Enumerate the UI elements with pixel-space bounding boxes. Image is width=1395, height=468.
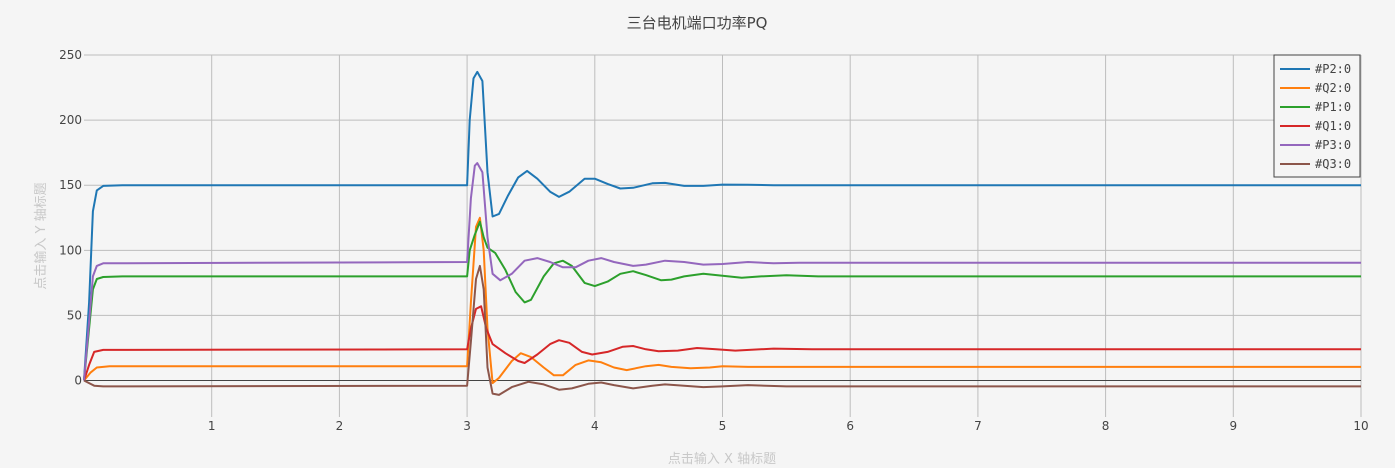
- y-tick-label: 100: [59, 243, 82, 257]
- x-tick-label: 6: [846, 419, 854, 433]
- x-tick-label: 5: [719, 419, 727, 433]
- x-tick-label: 4: [591, 419, 599, 433]
- series-group: [83, 70, 1361, 396]
- y-tick-label: 150: [59, 178, 82, 192]
- y-tick-label: 50: [67, 308, 82, 322]
- series-line-0[interactable]: [83, 70, 1361, 381]
- x-tick-label: 10: [1353, 419, 1368, 433]
- series-line-1[interactable]: [83, 216, 1361, 385]
- x-tick-label: 2: [336, 419, 344, 433]
- x-tick-label: 1: [208, 419, 216, 433]
- chart-title: 三台电机端口功率PQ: [627, 14, 768, 32]
- y-tick-labels: 0 50 100 150 200 250: [59, 48, 82, 388]
- legend-item-label[interactable]: #P2:0: [1315, 62, 1351, 76]
- legend-item-label[interactable]: #Q1:0: [1315, 119, 1351, 133]
- legend-item-label[interactable]: #P1:0: [1315, 100, 1351, 114]
- series-line-5[interactable]: [83, 264, 1361, 396]
- y-tick-label: 200: [59, 113, 82, 127]
- series-line-2[interactable]: [83, 220, 1361, 381]
- y-tick-label: 0: [74, 374, 82, 388]
- y-tick-label: 250: [59, 48, 82, 62]
- x-tick-labels: 1 2 3 4 5 6 7 8 9 10: [208, 419, 1369, 433]
- series-line-4[interactable]: [83, 162, 1361, 381]
- x-tick-label: 9: [1229, 419, 1237, 433]
- y-axis-title[interactable]: 点击输入 Y 轴标题: [33, 182, 49, 289]
- legend[interactable]: #P2:0 #Q2:0 #P1:0 #Q1:0 #P3:0 #Q3:0: [1273, 54, 1361, 178]
- series-line-3[interactable]: [83, 305, 1361, 381]
- legend-item-label[interactable]: #P3:0: [1315, 138, 1351, 152]
- x-tick-label: 3: [463, 419, 471, 433]
- x-axis-title[interactable]: 点击输入 X 轴标题: [668, 451, 776, 467]
- x-tick-label: 8: [1102, 419, 1110, 433]
- x-tick-label: 7: [974, 419, 982, 433]
- legend-item-label[interactable]: #Q3:0: [1315, 157, 1351, 171]
- legend-box: [1273, 54, 1361, 178]
- legend-item-label[interactable]: #Q2:0: [1315, 81, 1351, 95]
